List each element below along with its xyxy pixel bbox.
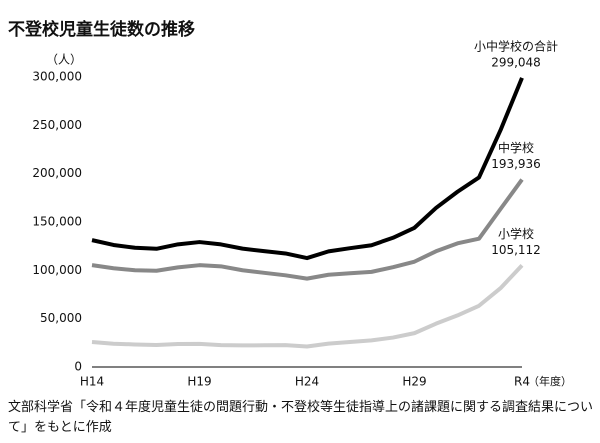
x-tick-label: H24 [295,375,319,389]
y-unit: （人） [46,53,82,67]
y-tick-label: 50,000 [40,311,82,325]
x-tick-label: H14 [80,375,104,389]
y-tick-label: 300,000 [32,70,82,84]
x-tick-label: R4 [514,375,530,389]
x-tick-label: H29 [402,375,426,389]
series-label: 小学校 [498,226,534,241]
y-tick-label: 250,000 [32,118,82,132]
series-line [91,77,524,261]
series-label: 中学校 [498,140,534,155]
y-tick-label: 200,000 [32,166,82,180]
value-label: 105,112 [491,243,541,257]
y-tick-label: 150,000 [32,215,82,229]
series-label: 小中学校の合計 [474,38,558,53]
y-tick-label: 0 [74,360,82,374]
x-tick-label: H19 [187,375,211,389]
x-unit: （年度） [528,374,572,388]
series-line [91,178,524,281]
chart-title: 不登校児童生徒数の推移 [8,19,195,40]
y-tick-label: 100,000 [32,263,82,277]
source-note: 文部科学省「令和４年度児童生徒の問題行動・不登校等生徒指導上の諸課題に関する調査… [8,400,594,435]
value-label: 299,048 [491,55,541,69]
value-label: 193,936 [491,157,541,171]
chart: 不登校児童生徒数の推移 （人） （年度） 0 50,000 100,000 150,0… [8,19,572,389]
series-line [91,264,524,349]
